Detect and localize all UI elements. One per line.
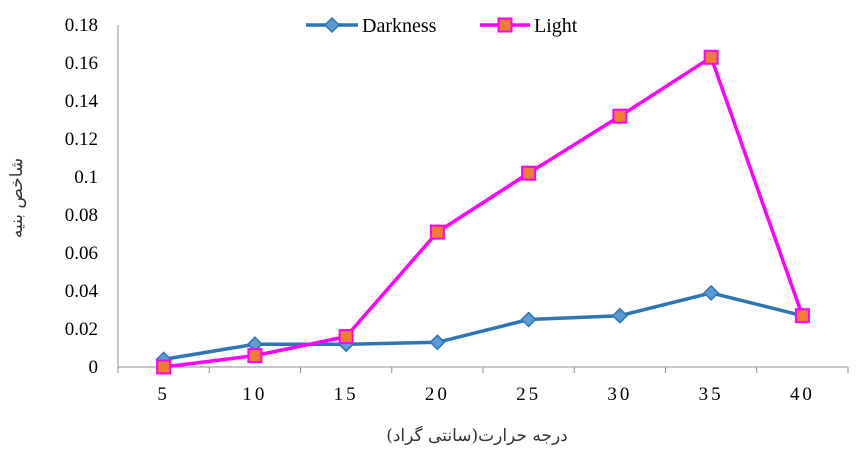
x-tick-label: 5 <box>157 384 170 405</box>
y-axis-ticks: 0 0.02 0.04 0.06 0.08 0.1 0.12 0.14 0.16 0.18 <box>65 15 99 378</box>
data-point <box>338 329 354 345</box>
data-point <box>429 224 445 240</box>
legend-label: Light <box>534 15 578 37</box>
x-tick-label: 25 <box>516 384 541 405</box>
y-tick-label: 0.16 <box>65 53 98 74</box>
y-tick-label: 0.1 <box>74 167 98 188</box>
series-line-light <box>163 55 805 369</box>
x-tick-label: 15 <box>334 384 359 405</box>
y-tick-label: 0.02 <box>65 319 98 340</box>
legend-swatch-marker <box>497 17 513 33</box>
data-point <box>520 311 537 328</box>
data-point <box>429 334 446 351</box>
x-tick-label: 10 <box>242 384 267 405</box>
y-axis-title: شاخص بنیه <box>7 158 27 238</box>
y-tick-label: 0.08 <box>65 205 98 226</box>
data-point <box>247 348 263 364</box>
legend-item-darkness: Darkness <box>306 15 437 37</box>
x-axis-ticks: 5 10 15 20 25 30 35 40 <box>157 384 815 405</box>
x-tick-label: 40 <box>790 384 815 405</box>
chart-axes <box>117 25 849 373</box>
data-point <box>521 165 537 181</box>
y-tick-label: 0.18 <box>65 15 98 36</box>
legend-item-light: Light <box>480 15 578 37</box>
data-point <box>612 108 628 124</box>
series-light <box>156 49 810 375</box>
legend-label: Darkness <box>362 15 437 37</box>
data-point <box>794 308 810 324</box>
y-tick-label: 0.14 <box>65 91 99 112</box>
x-tick-label: 20 <box>425 384 450 405</box>
data-point <box>611 307 628 324</box>
y-tick-label: 0.04 <box>65 281 99 302</box>
y-tick-label: 0.06 <box>65 243 98 264</box>
data-point <box>156 359 172 375</box>
data-point <box>703 49 719 65</box>
legend-swatch-marker <box>323 16 341 34</box>
x-tick-label: 35 <box>699 384 724 405</box>
series-line-darkness <box>163 291 803 362</box>
legend: Darkness Light <box>306 15 578 37</box>
x-axis-title: درجه حرارت(سانتی گراد) <box>386 425 568 446</box>
y-tick-label: 0.12 <box>65 129 98 150</box>
series-layer <box>155 49 811 375</box>
y-tick-label: 0 <box>89 357 99 378</box>
x-tick-label: 30 <box>607 384 632 405</box>
data-point <box>703 284 720 301</box>
